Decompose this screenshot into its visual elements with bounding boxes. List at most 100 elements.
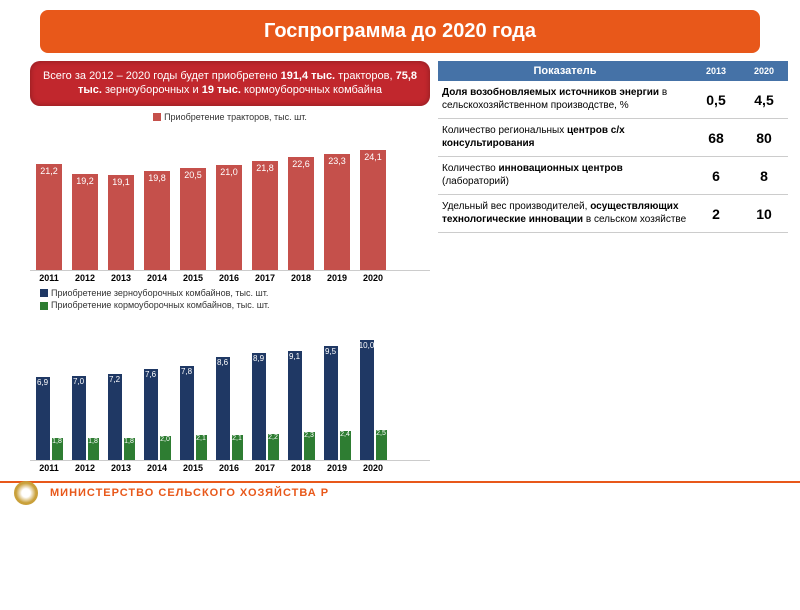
bar: 19,8	[142, 171, 172, 270]
bar-value: 21,2	[36, 164, 62, 270]
bar-value: 9,1	[288, 351, 302, 460]
bar-value: 10,0	[360, 340, 374, 460]
left-column: Всего за 2012 – 2020 годы будет приобрет…	[30, 61, 430, 475]
bar-value: 8,6	[216, 357, 230, 460]
xaxis-label: 2016	[214, 273, 244, 283]
content-row: Всего за 2012 – 2020 годы будет приобрет…	[0, 61, 800, 475]
bar-value: 19,1	[108, 175, 134, 270]
bar-value: 2,4	[340, 431, 351, 460]
bar-group: 7,01,8	[70, 376, 100, 460]
footer-text: МИНИСТЕРСТВО СЕЛЬСКОГО ХОЗЯЙСТВА Р	[50, 487, 329, 499]
bar-value: 1,8	[52, 438, 63, 460]
combines-legend: Приобретение зерноуборочных комбайнов, т…	[40, 287, 430, 312]
xaxis-label: 2015	[178, 273, 208, 283]
xaxis-label: 2018	[286, 273, 316, 283]
bar-value: 7,8	[180, 366, 194, 460]
table-row: Удельный вес производителей, осуществляю…	[438, 195, 788, 233]
bar-group: 9,52,4	[322, 346, 352, 460]
bar-value: 7,0	[72, 376, 86, 460]
xaxis-label: 2020	[358, 463, 388, 473]
xaxis-label: 2011	[34, 463, 64, 473]
bar-value: 8,9	[252, 353, 266, 460]
indicator-cell: Удельный вес производителей, осуществляю…	[438, 195, 692, 233]
col-2013: 2013	[692, 61, 740, 81]
bar-value: 21,0	[216, 165, 242, 270]
indicator-cell: Количество инновационных центров (лабора…	[438, 157, 692, 195]
footer: МИНИСТЕРСТВО СЕЛЬСКОГО ХОЗЯЙСТВА Р	[0, 481, 800, 499]
bar-value: 19,8	[144, 171, 170, 270]
col-2020: 2020	[740, 61, 788, 81]
legend-swatch	[153, 113, 161, 121]
bar: 21,0	[214, 165, 244, 270]
col-indicator: Показатель	[438, 61, 692, 81]
bar-value: 6,9	[36, 377, 50, 460]
page-title: Госпрограмма до 2020 года	[60, 20, 740, 43]
table-row: Доля возобновляемых источников энергии в…	[438, 81, 788, 119]
bar: 21,2	[34, 164, 64, 270]
bar: 21,8	[250, 161, 280, 270]
xaxis-label: 2018	[286, 463, 316, 473]
bar-group: 8,62,1	[214, 357, 244, 460]
combines-chart: 6,91,87,01,87,21,87,62,07,82,18,62,18,92…	[30, 316, 430, 473]
xaxis-label: 2012	[70, 273, 100, 283]
xaxis-label: 2016	[214, 463, 244, 473]
xaxis-label: 2020	[358, 273, 388, 283]
bar: 19,1	[106, 175, 136, 270]
bar-group: 7,82,1	[178, 366, 208, 460]
emblem-icon	[14, 481, 38, 505]
value-2013: 0,5	[692, 81, 740, 119]
bar-value: 23,3	[324, 154, 350, 270]
bar-value: 2,2	[268, 434, 279, 460]
tractors-bars: 21,219,219,119,820,521,021,822,623,324,1	[30, 126, 430, 271]
bar-value: 24,1	[360, 150, 386, 270]
bar-value: 2,5	[376, 430, 387, 460]
combines-xaxis: 2011 2012 2013 2014 2015 2016 2017 2018 2019 2020	[30, 461, 430, 473]
bar-value: 9,5	[324, 346, 338, 460]
indicator-cell: Доля возобновляемых источников энергии в…	[438, 81, 692, 119]
right-column: Показатель 2013 2020 Доля возобновляемых…	[438, 61, 788, 475]
table-row: Количество инновационных центров (лабора…	[438, 157, 788, 195]
xaxis-label: 2019	[322, 463, 352, 473]
tractors-chart: Приобретение тракторов, тыс. шт. 21,2 19,…	[30, 112, 430, 283]
value-2013: 2	[692, 195, 740, 233]
xaxis-label: 2012	[70, 463, 100, 473]
combines-bars: 6,91,87,01,87,21,87,62,07,82,18,62,18,92…	[30, 316, 430, 461]
bar-group: 9,12,3	[286, 351, 316, 460]
bar: 23,3	[322, 154, 352, 270]
xaxis-label: 2013	[106, 273, 136, 283]
value-2020: 10	[740, 195, 788, 233]
bar: 22,6	[286, 157, 316, 270]
tractors-xaxis: 2011201220132014201520162017201820192020	[30, 271, 430, 283]
page-title-bar: Госпрограмма до 2020 года	[40, 10, 760, 53]
bar-value: 1,8	[88, 438, 99, 460]
value-2013: 68	[692, 119, 740, 157]
xaxis-label: 2013	[106, 463, 136, 473]
bar-value: 2,1	[196, 435, 207, 460]
bar-value: 2,0	[160, 436, 171, 460]
bar-value: 19,2	[72, 174, 98, 270]
value-2020: 80	[740, 119, 788, 157]
xaxis-label: 2017	[250, 463, 280, 473]
value-2020: 4,5	[740, 81, 788, 119]
tractors-legend: Приобретение тракторов, тыс. шт.	[30, 112, 430, 122]
legend-swatch	[40, 289, 48, 297]
table-row: Количество региональных центров с/х конс…	[438, 119, 788, 157]
bar-value: 2,1	[232, 435, 243, 460]
bar-value: 21,8	[252, 161, 278, 270]
summary-box: Всего за 2012 – 2020 годы будет приобрет…	[30, 61, 430, 106]
indicator-cell: Количество региональных центров с/х конс…	[438, 119, 692, 157]
bar-value: 7,2	[108, 374, 122, 460]
bar-value: 22,6	[288, 157, 314, 270]
xaxis-label: 2011	[34, 273, 64, 283]
table-body: Доля возобновляемых источников энергии в…	[438, 81, 788, 233]
xaxis-label: 2019	[322, 273, 352, 283]
xaxis-label: 2014	[142, 463, 172, 473]
bar-value: 1,8	[124, 438, 135, 460]
xaxis-label: 2014	[142, 273, 172, 283]
bar-group: 7,21,8	[106, 374, 136, 460]
bar-group: 6,91,8	[34, 377, 64, 460]
value-2013: 6	[692, 157, 740, 195]
bar-group: 8,92,2	[250, 353, 280, 460]
xaxis-label: 2015	[178, 463, 208, 473]
indicators-table: Показатель 2013 2020 Доля возобновляемых…	[438, 61, 788, 233]
